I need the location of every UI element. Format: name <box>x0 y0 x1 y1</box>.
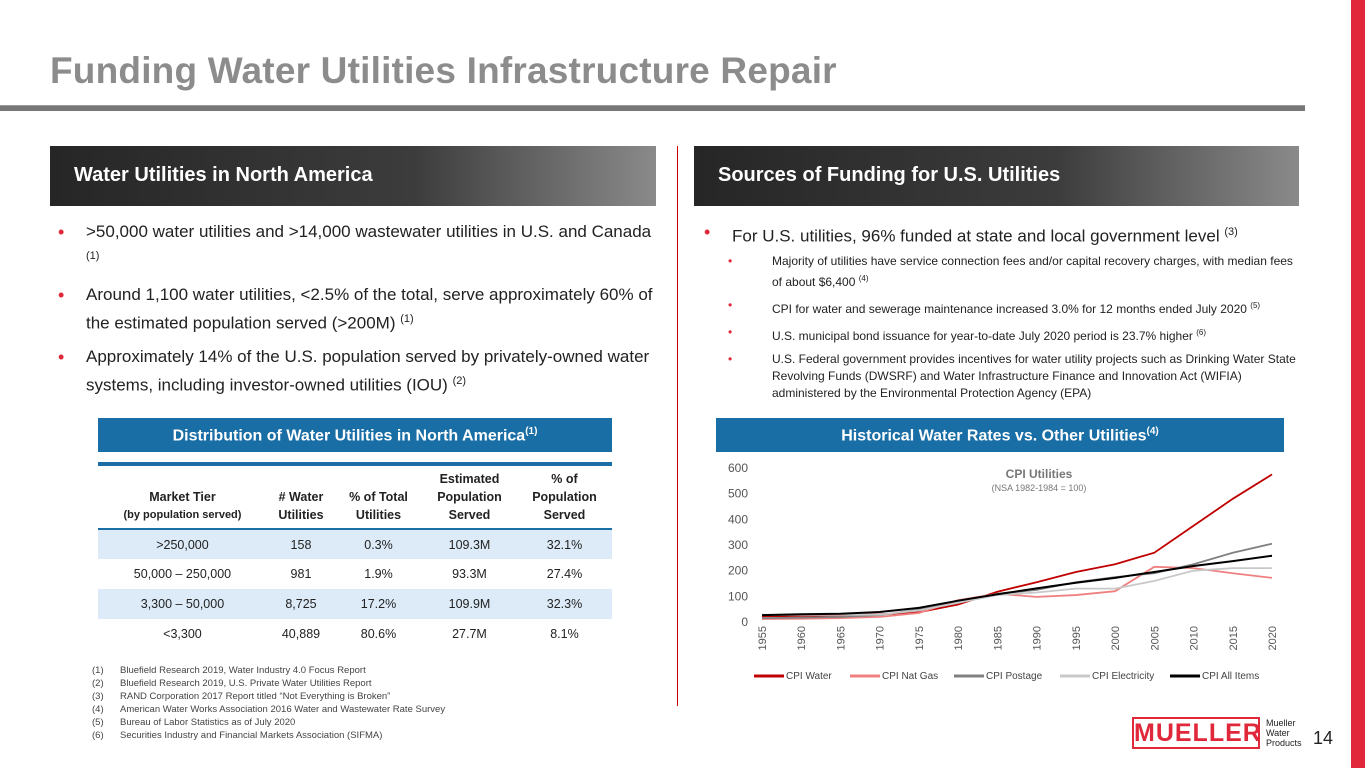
y-tick-label: 500 <box>728 487 748 501</box>
table-header-cell: Market Tier (by population served) <box>123 490 242 521</box>
legend-label: CPI All Items <box>1202 671 1259 682</box>
sub-bullet-item: Majority of utilities have service conne… <box>696 253 1306 291</box>
table-cell: >250,000 <box>156 537 209 552</box>
logo-subtext: Mueller Water Products <box>1266 718 1302 748</box>
y-tick-label: 300 <box>728 538 748 552</box>
x-tick-label: 1985 <box>992 626 1004 650</box>
y-tick-label: 0 <box>741 615 748 629</box>
table-header-cell: Estimated Population Served <box>437 472 502 522</box>
x-tick-label: 2005 <box>1149 626 1161 650</box>
x-tick-label: 1960 <box>796 626 808 650</box>
x-tick-label: 2015 <box>1228 626 1240 650</box>
left-section-heading: Water Utilities in North America <box>50 146 656 206</box>
footnote: (3) RAND Corporation 2017 Report titled “… <box>92 691 391 702</box>
bullet-item: Approximately 14% of the U.S. population… <box>50 345 660 398</box>
footnote: (4) American Water Works Association 2016… <box>92 704 446 715</box>
utilities-distribution-table: Market Tier (by population served) # Wate… <box>98 462 612 649</box>
legend-item: CPI All Items <box>1170 671 1259 682</box>
table-cell: 3,300 – 50,000 <box>140 597 225 611</box>
legend-label: CPI Electricity <box>1092 671 1154 682</box>
table-cell: <3,300 <box>163 627 202 641</box>
x-tick-label: 1995 <box>1071 626 1083 650</box>
left-bullet-list: >50,000 water utilities and >14,000 wast… <box>50 220 660 408</box>
legend-item: CPI Nat Gas <box>850 671 938 682</box>
table-cell: 981 <box>290 567 312 581</box>
table-row: 50,000 – 250,000 981 1.9% 93.3M 27.4% <box>98 559 612 589</box>
x-tick-label: 2010 <box>1189 626 1201 650</box>
table-cell: 27.4% <box>546 567 583 581</box>
x-tick-label: 1955 <box>757 626 769 650</box>
y-tick-label: 200 <box>728 564 748 578</box>
legend-label: CPI Nat Gas <box>882 671 938 682</box>
table-header-cell: # Water Utilities <box>278 490 324 522</box>
sub-bullet-item: U.S. municipal bond issuance for year-to… <box>696 324 1306 345</box>
chart-title: CPI Utilities <box>1006 467 1073 481</box>
table-cell: 40,889 <box>281 627 321 641</box>
y-tick-label: 600 <box>728 461 748 475</box>
column-divider <box>677 146 678 706</box>
table-cell: 17.2% <box>360 597 397 611</box>
table-cell: 1.9% <box>364 567 393 581</box>
legend-item: CPI Electricity <box>1060 671 1154 682</box>
table-header-cell: % of Total Utilities <box>349 490 408 522</box>
cpi-utilities-chart: CPI Utilities (NSA 1982-1984 = 100) 0 100… <box>728 461 1279 682</box>
table-row: >250,000 158 0.3% 109.3M 32.1% <box>98 529 612 559</box>
table-cell: 80.6% <box>360 627 397 641</box>
x-tick-label: 2000 <box>1110 626 1122 650</box>
mueller-logo: MUELLER <box>1132 717 1262 749</box>
footnotes: (1) Bluefield Research 2019, Water Indust… <box>92 664 445 742</box>
table-cell: 8.1% <box>550 627 579 641</box>
bullet-item: Around 1,100 water utilities, <2.5% of t… <box>50 283 660 336</box>
right-section-heading: Sources of Funding for U.S. Utilities <box>694 146 1299 206</box>
page-title: Funding Water Utilities Infrastructure R… <box>50 50 837 91</box>
table-cell: 8,725 <box>285 597 317 611</box>
series-line-cpi-electricity <box>762 567 1272 616</box>
table-header-cell: % of Population Served <box>532 472 597 522</box>
x-tick-label: 1975 <box>914 626 926 650</box>
bullet-item: For U.S. utilities, 96% funded at state … <box>696 220 1306 249</box>
x-tick-label: 1965 <box>835 626 847 650</box>
legend-item: CPI Water <box>754 671 832 682</box>
legend-item: CPI Postage <box>954 671 1043 682</box>
x-tick-label: 1990 <box>1032 626 1044 650</box>
chart-subtitle: (NSA 1982-1984 = 100) <box>992 483 1087 493</box>
series-line-cpi-postage <box>761 542 1273 620</box>
footnote: (5) Bureau of Labor Statistics as of July… <box>92 717 296 728</box>
legend-label: CPI Water <box>786 671 832 682</box>
x-tick-label: 1980 <box>953 626 965 650</box>
chart-heading: Historical Water Rates vs. Other Utiliti… <box>716 418 1284 452</box>
table-cell: 93.3M <box>452 567 487 581</box>
table-row: 3,300 – 50,000 8,725 17.2% 109.9M 32.3% <box>98 589 612 619</box>
footnote: (1) Bluefield Research 2019, Water Indust… <box>92 665 366 676</box>
legend-label: CPI Postage <box>986 671 1043 682</box>
table-cell: 109.3M <box>448 537 491 552</box>
table-cell: 109.9M <box>448 597 491 611</box>
x-tick-label: 2020 <box>1267 626 1279 650</box>
table-cell: 50,000 – 250,000 <box>133 567 232 581</box>
x-tick-label: 1970 <box>875 626 887 650</box>
table-cell: 158 <box>290 537 312 552</box>
table-heading: Distribution of Water Utilities in North… <box>98 418 612 452</box>
series-line-cpi-all-items <box>761 554 1273 617</box>
sub-bullet-item: CPI for water and sewerage maintenance i… <box>696 297 1306 318</box>
sub-bullet-item: U.S. Federal government provides incenti… <box>696 351 1306 402</box>
footnote: (6) Securities Industry and Financial Mar… <box>92 730 383 741</box>
page-number: 14 <box>1313 728 1334 748</box>
right-bullet-list: For U.S. utilities, 96% funded at state … <box>696 220 1306 408</box>
right-accent-bar <box>1351 0 1365 768</box>
footnote: (2) Bluefield Research 2019, U.S. Private… <box>92 678 372 689</box>
table-cell: 32.1% <box>546 537 583 552</box>
y-tick-label: 400 <box>728 512 748 526</box>
title-underline <box>0 105 1305 111</box>
bullet-item: >50,000 water utilities and >14,000 wast… <box>50 220 660 273</box>
table-row: <3,300 40,889 80.6% 27.7M 8.1% <box>98 619 612 649</box>
table-cell: 0.3% <box>364 537 393 552</box>
table-cell: 32.3% <box>546 597 583 611</box>
table-cell: 27.7M <box>452 627 487 641</box>
y-tick-label: 100 <box>728 589 748 603</box>
